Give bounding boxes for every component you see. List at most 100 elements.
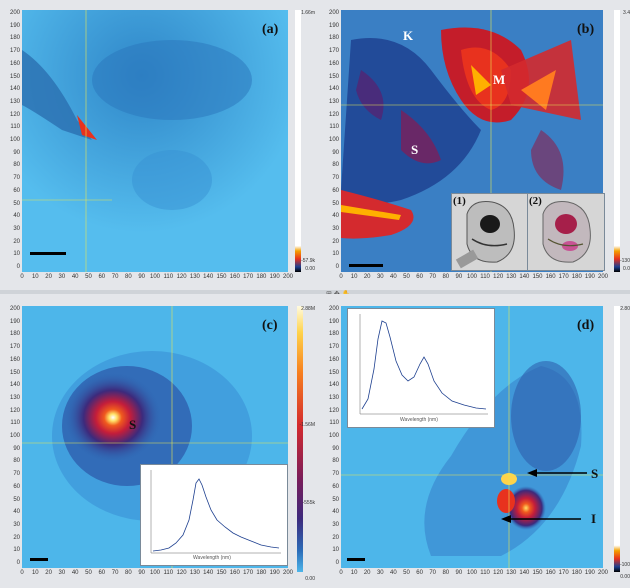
x-tick-label: 30 xyxy=(58,274,66,280)
y-tick-label: 130 xyxy=(328,98,339,105)
y-tick-label: 190 xyxy=(328,22,339,29)
x-tick-label: 0 xyxy=(20,274,24,280)
panel-b: (1) (2) 200 190 180 170 160 150 140 130 120 110 10… xyxy=(315,0,630,290)
x-tick-label: 160 xyxy=(229,274,240,280)
colorbar-d-top: 2.80 xyxy=(620,306,630,312)
colorbar-c xyxy=(297,306,303,572)
y-tick-label: 70 xyxy=(13,175,20,182)
x-tick-label: 110 xyxy=(480,274,490,280)
x-tick-label: 190 xyxy=(584,274,595,280)
y-tick-label: 90 xyxy=(13,149,20,156)
spectrum-inset-c: Wavelength (nm) xyxy=(140,464,288,566)
y-tick-label: 190 xyxy=(328,318,339,325)
y-tick-label: 70 xyxy=(13,471,20,478)
arrow-i xyxy=(501,515,581,523)
colorbar-b-bot: 0.0 xyxy=(623,266,630,272)
x-tick-label: 130 xyxy=(189,570,200,576)
x-tick-label: 170 xyxy=(558,274,569,280)
y-tick-label: 110 xyxy=(329,124,339,131)
x-tick-label: 20 xyxy=(45,570,52,576)
y-tick-label: 150 xyxy=(328,369,339,376)
y-tick-label: 20 xyxy=(332,534,339,541)
x-tick-label: 200 xyxy=(282,274,293,280)
marker-s: S xyxy=(411,142,419,157)
x-tick-label: 120 xyxy=(493,570,504,576)
y-tick-label: 170 xyxy=(9,48,20,55)
x-tick-label: 150 xyxy=(216,274,227,280)
y-tick-label: 120 xyxy=(9,407,20,414)
x-tick-label: 10 xyxy=(350,274,358,280)
x-tick-label: 130 xyxy=(506,274,517,280)
y-tick-label: 50 xyxy=(13,200,20,207)
y-tick-label: 160 xyxy=(9,356,20,363)
plot-area-d: Wavelength (nm) 200 190 180 170 160 150 140 130… xyxy=(329,306,608,576)
y-tick-label: 110 xyxy=(10,124,20,131)
x-tick-label: 130 xyxy=(189,274,200,280)
x-tick-label: 0 xyxy=(20,570,24,576)
x-tick-label: 0 xyxy=(339,274,343,280)
colorbar-a xyxy=(295,10,301,272)
y-tick-label: 70 xyxy=(332,175,339,182)
x-tick-label: 160 xyxy=(545,274,556,280)
y-tick-label: 200 xyxy=(328,10,339,16)
y-tick-label: 140 xyxy=(328,382,339,389)
x-tick-label: 80 xyxy=(125,274,132,280)
x-tick-label: 180 xyxy=(256,274,267,280)
x-tick-label: 200 xyxy=(282,570,293,576)
x-tick-label: 40 xyxy=(390,570,397,576)
y-tick-label: 180 xyxy=(328,331,339,338)
y-tick-label: 200 xyxy=(9,10,20,16)
x-tick-label: 180 xyxy=(571,274,582,280)
y-tick-label: 120 xyxy=(328,407,339,414)
inset-label-1: (1) xyxy=(453,195,466,207)
y-tick-label: 100 xyxy=(328,433,339,439)
colorbar-c-top: 2.88M xyxy=(301,306,315,312)
y-tick-label: 150 xyxy=(9,369,20,376)
x-tick-label: 140 xyxy=(203,274,214,280)
y-tick-label: 40 xyxy=(332,213,339,220)
intensity-map-a xyxy=(22,10,288,272)
colorbar-b-top: 3.4 xyxy=(623,10,630,16)
x-tick-label: 100 xyxy=(149,570,160,576)
y-tick-label: 120 xyxy=(9,111,20,118)
y-tick-label: 20 xyxy=(332,238,339,245)
x-tick-label: 130 xyxy=(506,570,517,576)
y-tick-label: 80 xyxy=(332,458,339,465)
x-tick-label: 20 xyxy=(363,274,371,280)
cell-image-1 xyxy=(452,194,528,270)
y-tick-label: 110 xyxy=(10,420,20,427)
x-tick-label: 70 xyxy=(111,570,119,576)
y-tick-label: 160 xyxy=(328,356,339,363)
x-tick-label: 10 xyxy=(31,274,39,280)
x-tick-label: 110 xyxy=(480,570,490,576)
plot-area-a: 200 190 180 170 160 150 140 130 120 110 100 90 80 70 6… xyxy=(10,10,293,280)
panel-label-c: (c) xyxy=(262,318,278,333)
x-tick-label: 110 xyxy=(163,570,174,576)
x-tick-label: 190 xyxy=(269,274,280,280)
x-tick-label: 140 xyxy=(519,570,530,576)
x-tick-label: 40 xyxy=(71,570,79,576)
x-tick-label: 80 xyxy=(125,570,132,576)
y-tick-label: 180 xyxy=(9,331,20,338)
y-tick-label: 30 xyxy=(332,521,339,528)
y-tick-label: 160 xyxy=(9,60,20,67)
x-tick-label: 40 xyxy=(71,274,79,280)
y-tick-label: 140 xyxy=(9,382,20,389)
y-tick-label: 160 xyxy=(328,60,339,67)
x-tick-label: 150 xyxy=(216,570,227,576)
y-tick-label: 10 xyxy=(332,547,339,554)
y-tick-label: 140 xyxy=(328,86,339,93)
x-tick-label: 20 xyxy=(45,274,52,280)
y-tick-label: 180 xyxy=(328,35,339,42)
y-tick-label: 130 xyxy=(328,394,339,401)
spectrum-inset-d: Wavelength (nm) xyxy=(347,308,495,428)
x-tick-label: 100 xyxy=(466,274,477,280)
marker-s-c: S xyxy=(129,417,137,432)
panel-a: 200 190 180 170 160 150 140 130 120 110 100 90 80 70 6… xyxy=(0,0,315,290)
x-tick-label: 50 xyxy=(403,570,410,576)
y-tick-label: 0 xyxy=(16,264,20,270)
y-tick-label: 130 xyxy=(9,98,20,105)
panel-c: Wavelength (nm) 200 190 180 170 160 150 140 130… xyxy=(0,294,315,588)
x-tick-label: 110 xyxy=(163,274,174,280)
x-tick-label: 70 xyxy=(429,570,437,576)
